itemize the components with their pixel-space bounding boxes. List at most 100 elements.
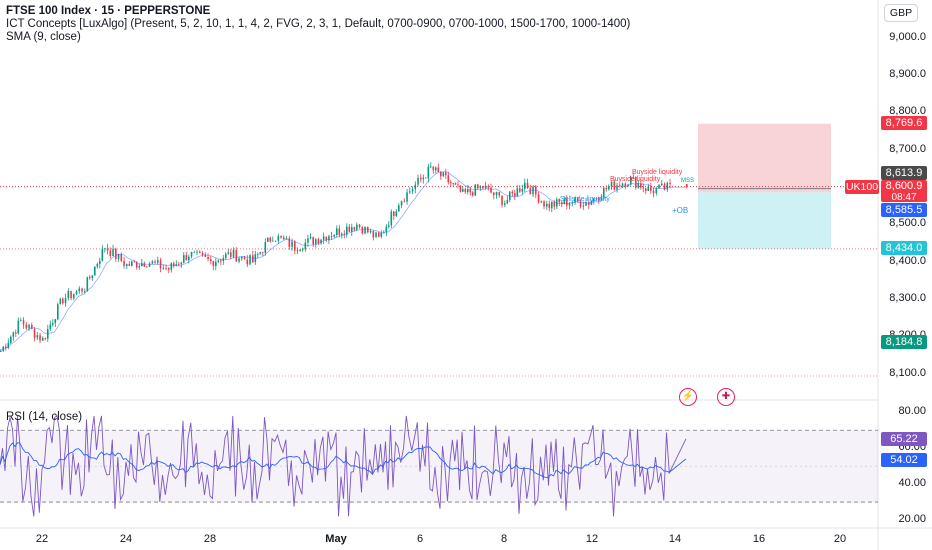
candle — [498, 192, 501, 196]
indicator-ict-label[interactable]: ICT Concepts [LuxAlgo] (Present, 5, 2, 1… — [6, 18, 631, 30]
candle — [375, 232, 377, 238]
candle — [277, 235, 280, 241]
candle — [640, 183, 642, 188]
candle — [146, 266, 148, 268]
candle — [635, 177, 637, 188]
symbol-tag: UK100 — [845, 180, 879, 194]
candle — [600, 197, 603, 200]
candle — [123, 260, 125, 266]
candle — [353, 227, 356, 230]
candle — [78, 288, 81, 292]
candle — [235, 249, 238, 262]
candle — [493, 192, 495, 196]
rsi-value-tag: 65.22 — [881, 432, 927, 446]
candle — [243, 256, 246, 260]
candle — [154, 261, 156, 263]
rsi-title[interactable]: RSI (14, close) — [6, 411, 83, 423]
candle — [12, 332, 15, 337]
candle — [637, 183, 640, 188]
candle — [372, 230, 375, 238]
lightning-event-icon[interactable]: ⚡ — [679, 388, 697, 406]
candle — [267, 237, 269, 243]
candle — [490, 187, 492, 193]
price-tick-8400: 8,400.0 — [889, 254, 926, 267]
candle — [225, 253, 227, 259]
candle — [120, 254, 123, 261]
candle — [551, 202, 553, 209]
candle — [67, 291, 70, 299]
order-block-label: +OB — [672, 206, 689, 215]
candle — [616, 185, 618, 190]
candle — [54, 319, 57, 324]
candle — [257, 254, 259, 255]
candle — [669, 182, 671, 185]
indicator-sma-label[interactable]: SMA (9, close) — [6, 31, 81, 43]
candle — [420, 177, 422, 180]
candle — [28, 325, 30, 329]
candle — [25, 324, 28, 329]
candle — [285, 238, 288, 240]
candle — [364, 227, 366, 234]
candle — [380, 233, 383, 237]
candle — [487, 186, 490, 188]
last-price: 8,600.9 — [885, 180, 923, 192]
candle — [454, 183, 457, 185]
candle — [274, 240, 277, 242]
candle — [264, 242, 267, 253]
candle — [64, 298, 67, 304]
candle — [390, 211, 393, 226]
candle — [201, 253, 204, 255]
candle — [291, 241, 293, 247]
candle — [529, 188, 532, 195]
candle — [437, 167, 440, 172]
candle — [603, 188, 605, 198]
candle — [73, 294, 75, 299]
candle — [658, 185, 660, 189]
candle — [175, 264, 178, 266]
candle — [398, 205, 400, 212]
date-tick-22: 22 — [35, 533, 49, 545]
candle — [406, 192, 408, 202]
chart-title: FTSE 100 Index · 15 · PEPPERSTONE — [6, 5, 211, 17]
candle — [403, 201, 406, 203]
target-zone — [698, 123, 831, 193]
uk-flag-event-icon[interactable]: ✚ — [717, 388, 735, 406]
candle — [495, 192, 498, 196]
candle — [526, 182, 529, 189]
candle — [185, 255, 188, 261]
candle — [571, 202, 574, 204]
candle — [351, 227, 353, 232]
candle — [537, 194, 540, 203]
currency-button[interactable]: GBP — [884, 4, 918, 22]
candle — [106, 248, 109, 251]
candle — [501, 195, 503, 206]
candle — [294, 241, 296, 251]
candle — [170, 263, 173, 270]
candle — [309, 237, 312, 239]
candle — [241, 256, 243, 259]
candle — [624, 183, 627, 187]
date-tick-24: 24 — [119, 533, 133, 545]
candle — [188, 256, 190, 261]
candle — [70, 291, 72, 299]
candle — [409, 191, 411, 193]
candle — [506, 199, 509, 204]
rsi-ma-value-tag: 54.02 — [881, 453, 927, 467]
candle — [317, 239, 320, 244]
rsi-tick-40: 40.00 — [898, 477, 926, 490]
candle — [230, 252, 232, 257]
mss-label: MSS — [681, 178, 695, 184]
candle — [112, 248, 114, 257]
candle — [425, 177, 427, 179]
candle — [477, 184, 479, 189]
candle — [232, 249, 235, 257]
candle — [75, 291, 78, 295]
candle — [283, 237, 285, 240]
candle — [42, 338, 44, 341]
sma-price-tag: 8,613.9 — [881, 166, 927, 180]
candle — [608, 186, 610, 190]
candle — [411, 189, 414, 192]
candle — [630, 176, 632, 185]
candle — [385, 226, 388, 233]
